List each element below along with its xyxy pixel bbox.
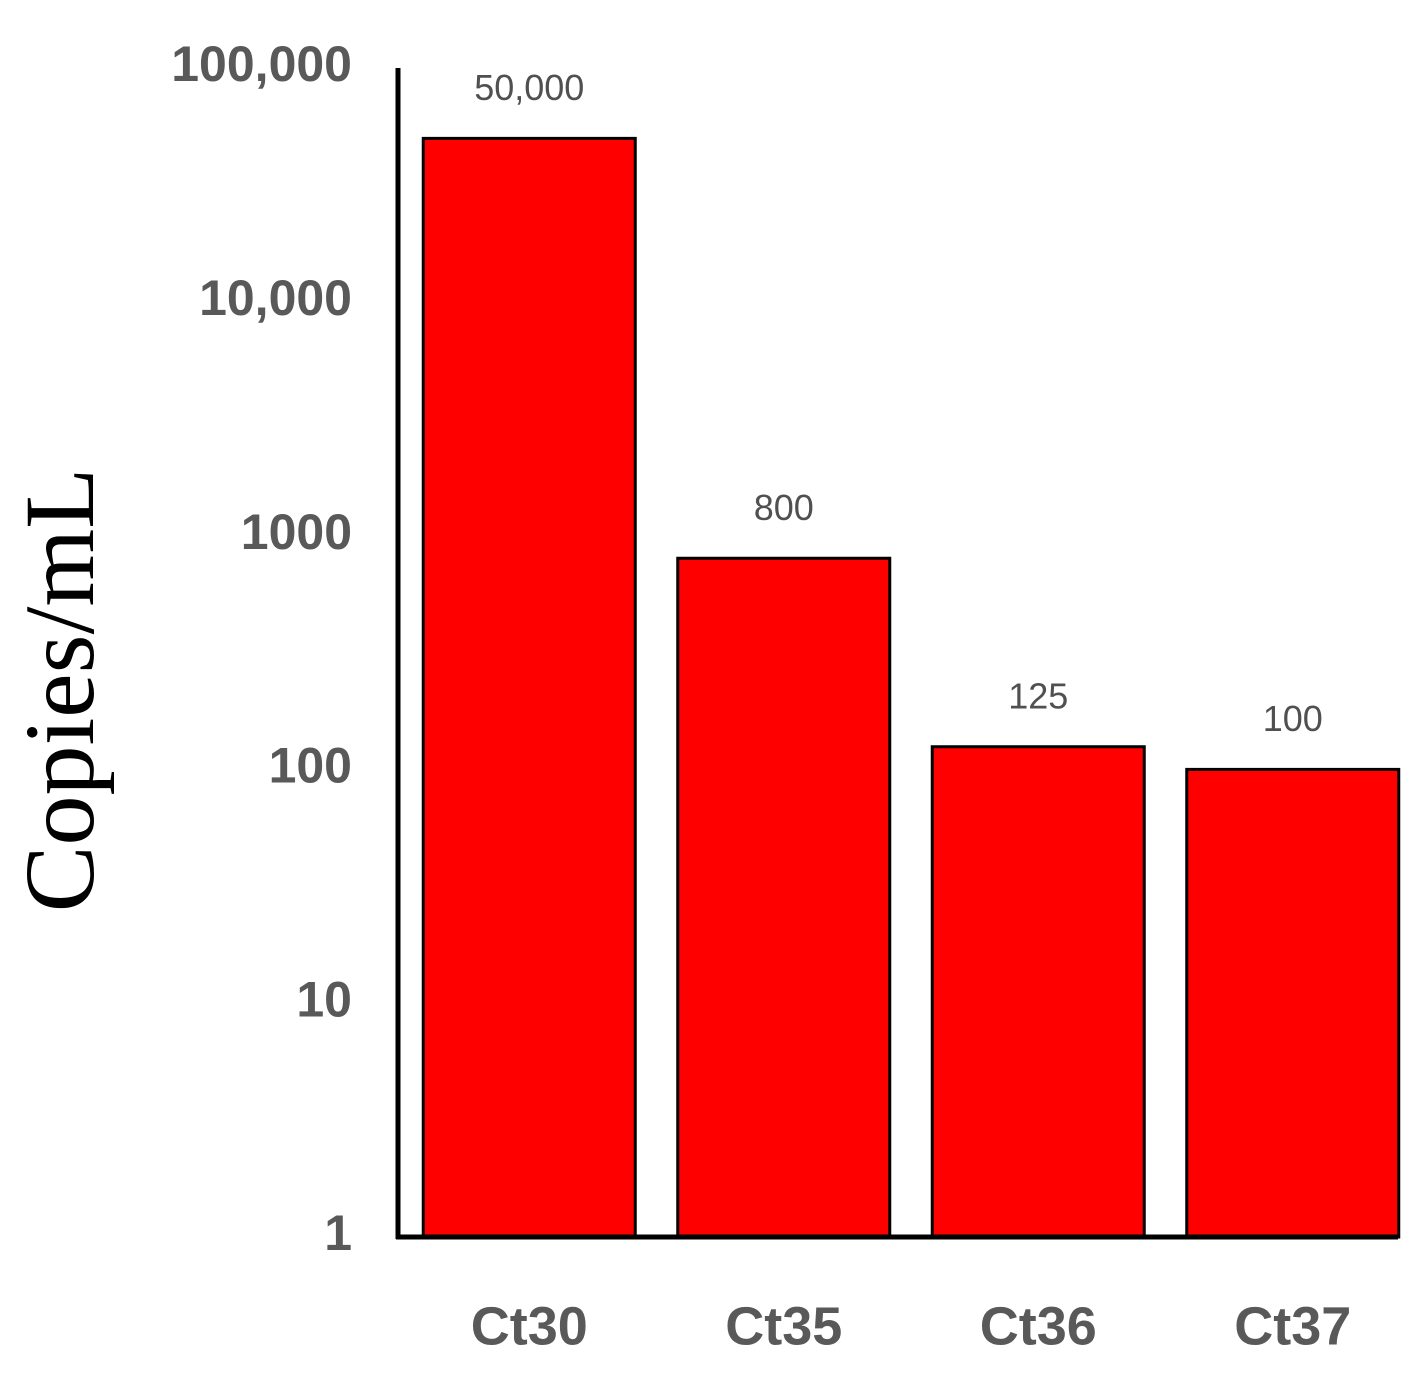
y-tick-label: 100 — [269, 738, 352, 794]
bar — [676, 556, 892, 1239]
y-tick-label: 10,000 — [199, 270, 352, 326]
value-label: 100 — [1263, 698, 1323, 739]
value-label: 50,000 — [474, 67, 584, 108]
x-tick-label: Ct35 — [725, 1296, 842, 1356]
bar — [930, 745, 1146, 1239]
x-tick-label: Ct37 — [1234, 1296, 1351, 1356]
x-tick-label: Ct36 — [980, 1296, 1097, 1356]
y-tick-label: 1 — [324, 1205, 352, 1261]
y-tick-label: 10 — [296, 971, 352, 1027]
y-axis-label: Copies/mL — [4, 468, 115, 912]
value-label: 125 — [1008, 675, 1068, 716]
bar — [421, 136, 637, 1239]
value-label: 800 — [754, 487, 814, 528]
bar — [1185, 767, 1401, 1239]
x-tick-label: Ct30 — [471, 1296, 588, 1356]
y-tick-label: 1000 — [241, 504, 352, 560]
y-tick-label: 100,000 — [171, 36, 352, 92]
